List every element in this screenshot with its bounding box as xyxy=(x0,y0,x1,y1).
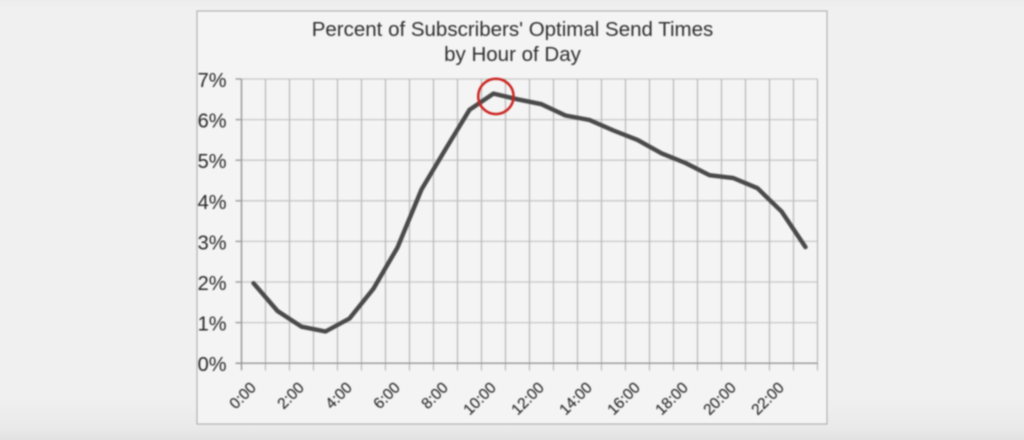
svg-text:5%: 5% xyxy=(198,151,227,173)
svg-text:by Hour of Day: by Hour of Day xyxy=(444,43,581,66)
svg-text:6%: 6% xyxy=(198,111,227,133)
svg-text:1%: 1% xyxy=(198,314,227,336)
svg-text:0%: 0% xyxy=(198,354,227,376)
svg-text:7%: 7% xyxy=(198,70,227,92)
svg-text:4%: 4% xyxy=(198,192,227,214)
svg-text:2%: 2% xyxy=(198,273,227,295)
svg-text:Percent of Subscribers' Optima: Percent of Subscribers' Optimal Send Tim… xyxy=(312,18,714,41)
svg-text:3%: 3% xyxy=(198,232,227,254)
